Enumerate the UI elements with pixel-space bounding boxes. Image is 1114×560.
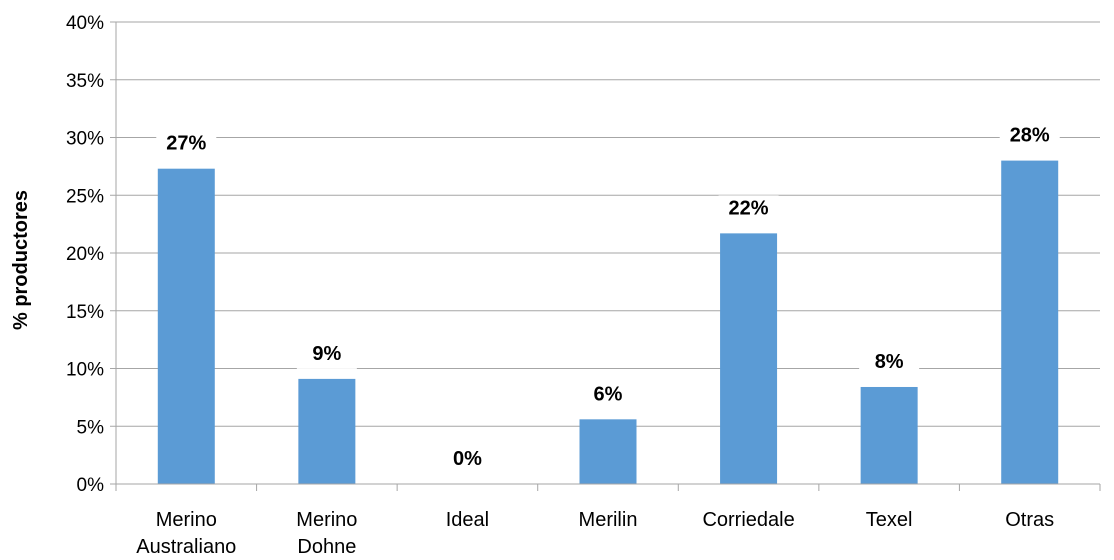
y-tick-label: 5% (77, 417, 105, 438)
bar (579, 419, 637, 484)
bar (860, 386, 918, 484)
data-label-bg (156, 130, 217, 159)
x-category-label: Otras (1005, 509, 1054, 531)
data-label: 22% (729, 197, 769, 219)
axes (110, 21, 1101, 491)
data-label: 6% (594, 383, 623, 405)
y-axis-title: % productores (10, 190, 32, 330)
data-label-bg (999, 122, 1060, 151)
gridlines (116, 21, 1100, 427)
y-tick-label: 35% (66, 71, 104, 92)
x-category-label: Dohne (297, 536, 356, 558)
data-labels: 27% 9% 0% 6% 22% 8% 28% (156, 122, 1060, 474)
x-category-label: Merilin (579, 509, 638, 531)
x-category-label: Texel (866, 509, 913, 531)
data-label: 28% (1010, 125, 1050, 147)
x-category-label: Ideal (446, 509, 489, 531)
y-tick-label: 40% (66, 13, 104, 34)
x-category-label: Corriedale (702, 509, 794, 531)
y-tick-label: 30% (66, 129, 104, 150)
bar (1001, 160, 1059, 484)
y-tick-label: 0% (77, 475, 105, 496)
bars (157, 160, 1059, 484)
x-category-label: Australiano (136, 536, 236, 558)
bar (157, 168, 215, 484)
data-label: 0% (453, 448, 482, 470)
y-tick-label: 25% (66, 186, 104, 207)
x-category-labels: Merino Australiano Merino Dohne Ideal Merilin… (136, 509, 1054, 558)
bar (298, 378, 356, 484)
y-tick-label: 20% (66, 244, 104, 265)
data-label: 8% (875, 351, 904, 373)
y-tick-labels: 0% 5% 10% 15% 20% 25% 30% 35% 40% (66, 13, 104, 496)
data-label-bg (718, 195, 779, 224)
data-label: 27% (166, 133, 206, 155)
data-label-bg (578, 381, 638, 410)
data-label-bg (296, 340, 357, 369)
data-label-bg (859, 348, 920, 377)
y-tick-label: 10% (66, 360, 104, 381)
bar (720, 233, 778, 484)
data-label: 9% (312, 343, 341, 365)
y-tick-label: 15% (66, 302, 104, 323)
x-category-label: Merino (156, 509, 217, 531)
data-label-bg (437, 446, 498, 474)
x-category-label: Merino (296, 509, 357, 531)
